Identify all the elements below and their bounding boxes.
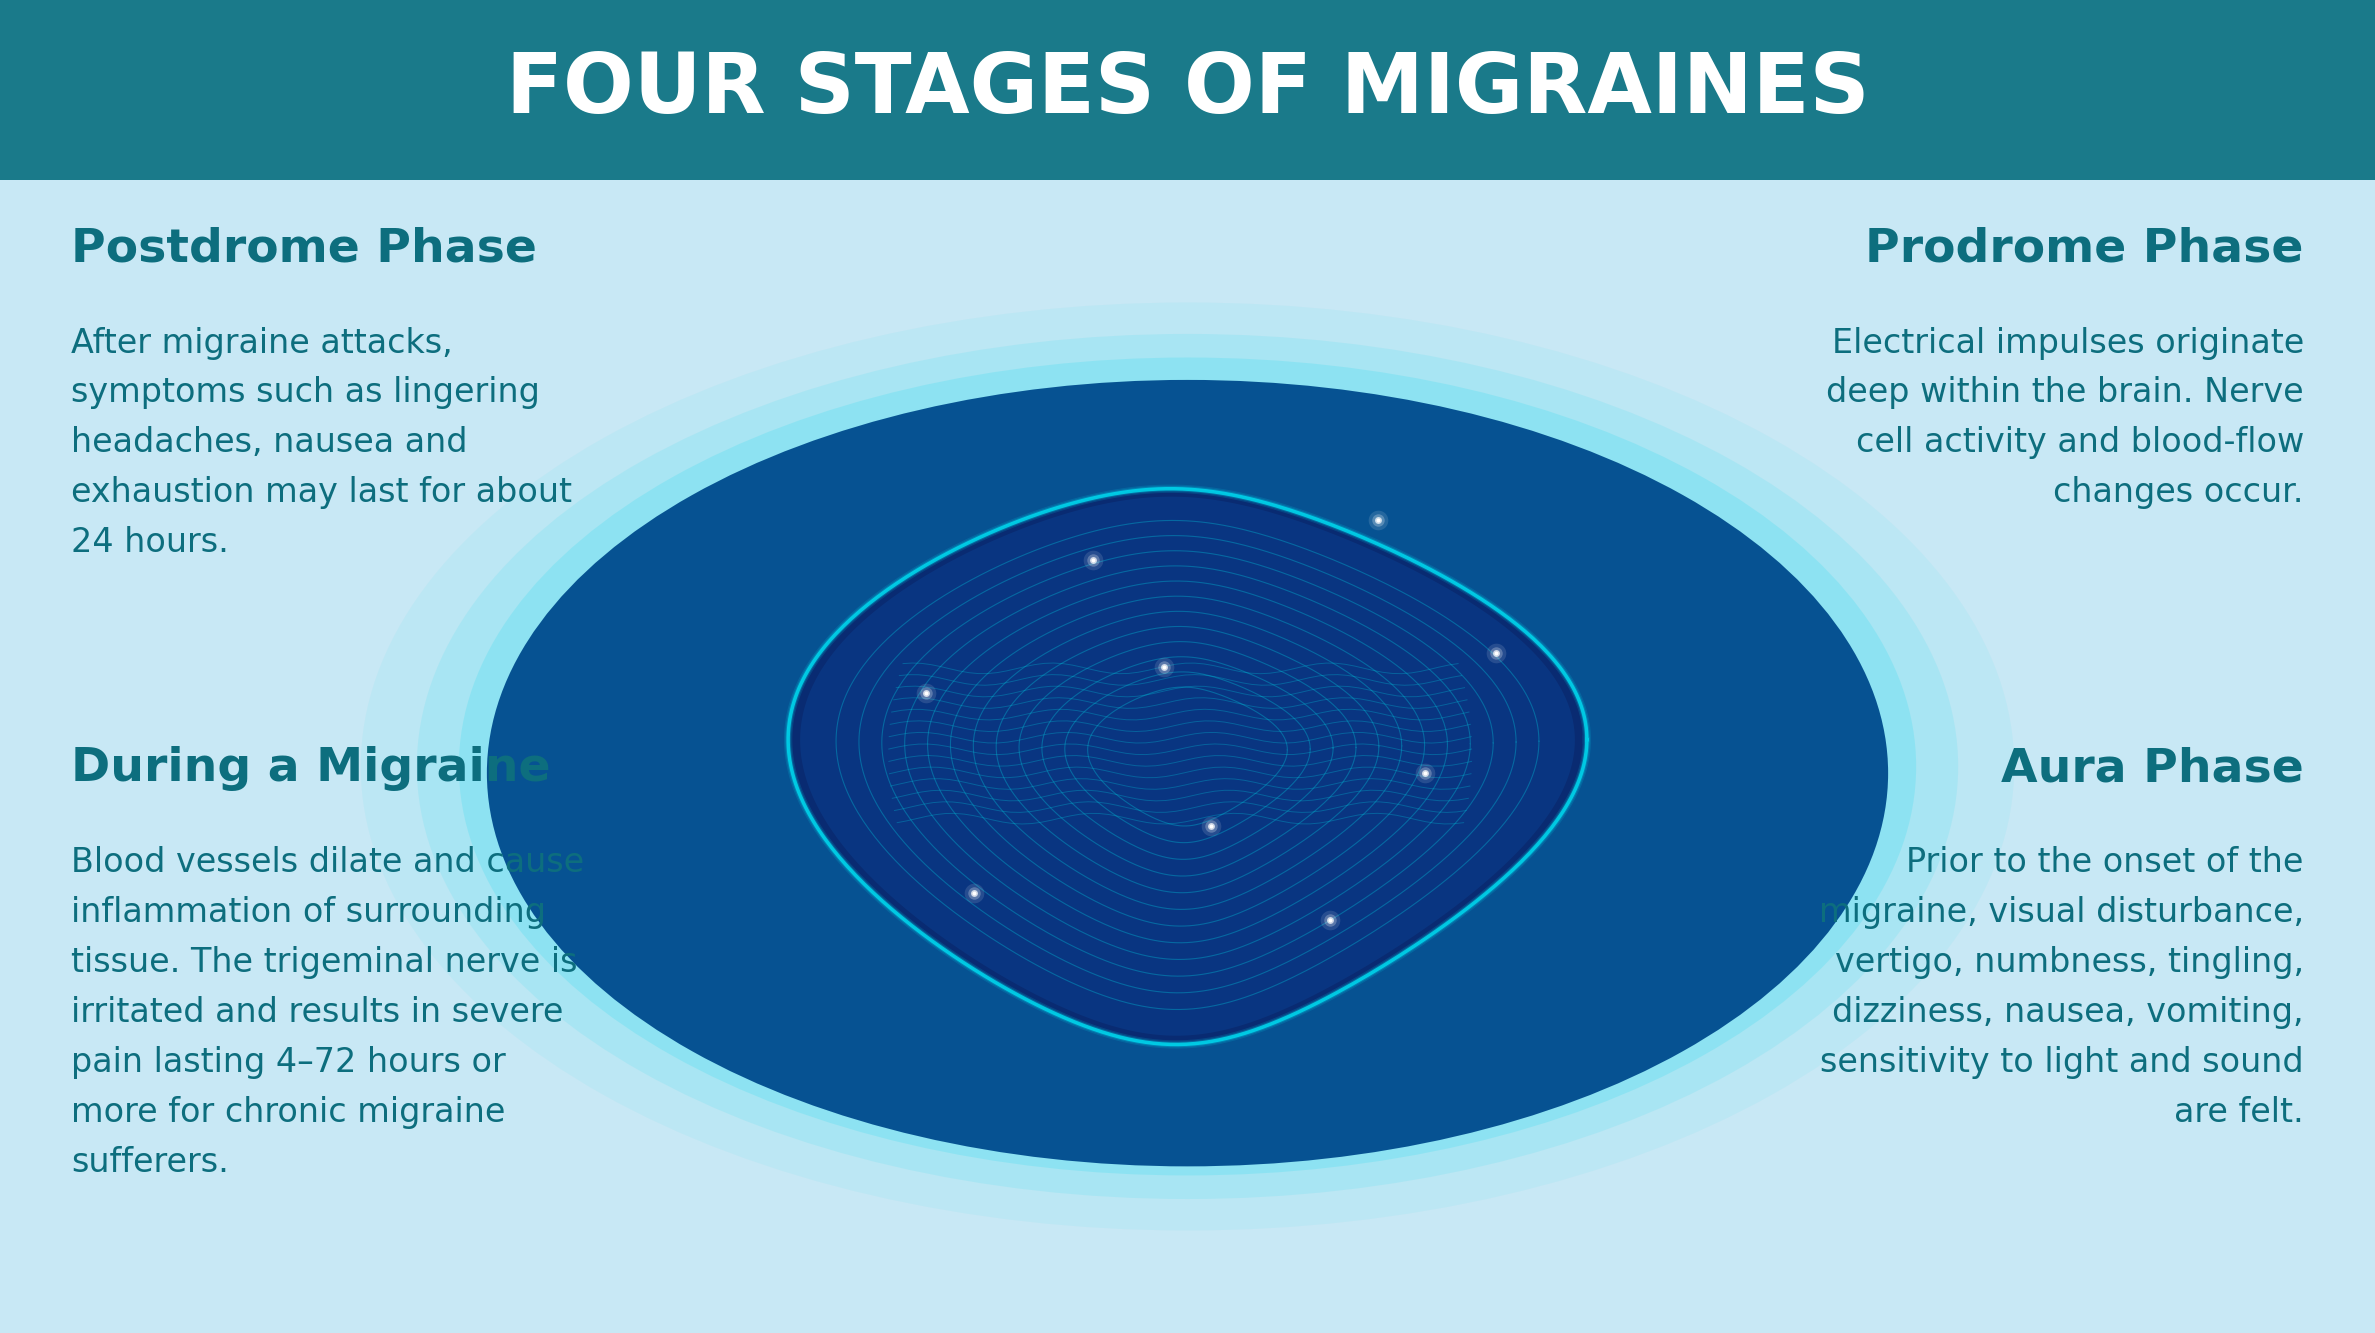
Point — [1358, 509, 1396, 531]
Point — [1311, 909, 1349, 930]
Point — [1192, 816, 1230, 837]
Point — [955, 882, 993, 904]
Point — [1145, 656, 1183, 677]
Point — [1477, 643, 1515, 664]
Point — [955, 882, 993, 904]
Point — [1074, 549, 1112, 571]
Point — [907, 682, 945, 704]
Point — [1477, 643, 1515, 664]
Point — [1358, 509, 1396, 531]
Point — [955, 882, 993, 904]
Text: Aura Phase: Aura Phase — [2002, 746, 2304, 792]
Point — [1311, 909, 1349, 930]
Point — [1406, 762, 1444, 784]
FancyBboxPatch shape — [0, 0, 2375, 180]
Point — [907, 682, 945, 704]
Point — [1192, 816, 1230, 837]
Point — [1145, 656, 1183, 677]
Point — [1477, 643, 1515, 664]
Point — [1311, 909, 1349, 930]
Point — [1192, 816, 1230, 837]
Text: Postdrome Phase: Postdrome Phase — [71, 227, 537, 272]
Point — [1406, 762, 1444, 784]
Text: After migraine attacks,
symptoms such as lingering
headaches, nausea and
exhaust: After migraine attacks, symptoms such as… — [71, 327, 572, 559]
Point — [1145, 656, 1183, 677]
Circle shape — [487, 380, 1888, 1166]
Point — [1074, 549, 1112, 571]
Point — [1074, 549, 1112, 571]
Text: FOUR STAGES OF MIGRAINES: FOUR STAGES OF MIGRAINES — [506, 49, 1869, 131]
Point — [1358, 509, 1396, 531]
Ellipse shape — [458, 357, 1917, 1176]
Point — [1358, 509, 1396, 531]
Ellipse shape — [418, 335, 1957, 1200]
Point — [1406, 762, 1444, 784]
Point — [1192, 816, 1230, 837]
Point — [907, 682, 945, 704]
Point — [1311, 909, 1349, 930]
Text: Electrical impulses originate
deep within the brain. Nerve
cell activity and blo: Electrical impulses originate deep withi… — [1826, 327, 2304, 509]
Text: Prodrome Phase: Prodrome Phase — [1864, 227, 2304, 272]
Point — [1406, 762, 1444, 784]
Point — [907, 682, 945, 704]
Text: Prior to the onset of the
migraine, visual disturbance,
vertigo, numbness, tingl: Prior to the onset of the migraine, visu… — [1819, 846, 2304, 1129]
Text: Blood vessels dilate and cause
inflammation of surrounding
tissue. The trigemina: Blood vessels dilate and cause inflammat… — [71, 846, 584, 1178]
Polygon shape — [788, 489, 1586, 1045]
Point — [1074, 549, 1112, 571]
Point — [1145, 656, 1183, 677]
Text: During a Migraine: During a Migraine — [71, 746, 551, 792]
Point — [1477, 643, 1515, 664]
Ellipse shape — [361, 303, 2014, 1230]
Point — [955, 882, 993, 904]
Polygon shape — [800, 497, 1575, 1036]
